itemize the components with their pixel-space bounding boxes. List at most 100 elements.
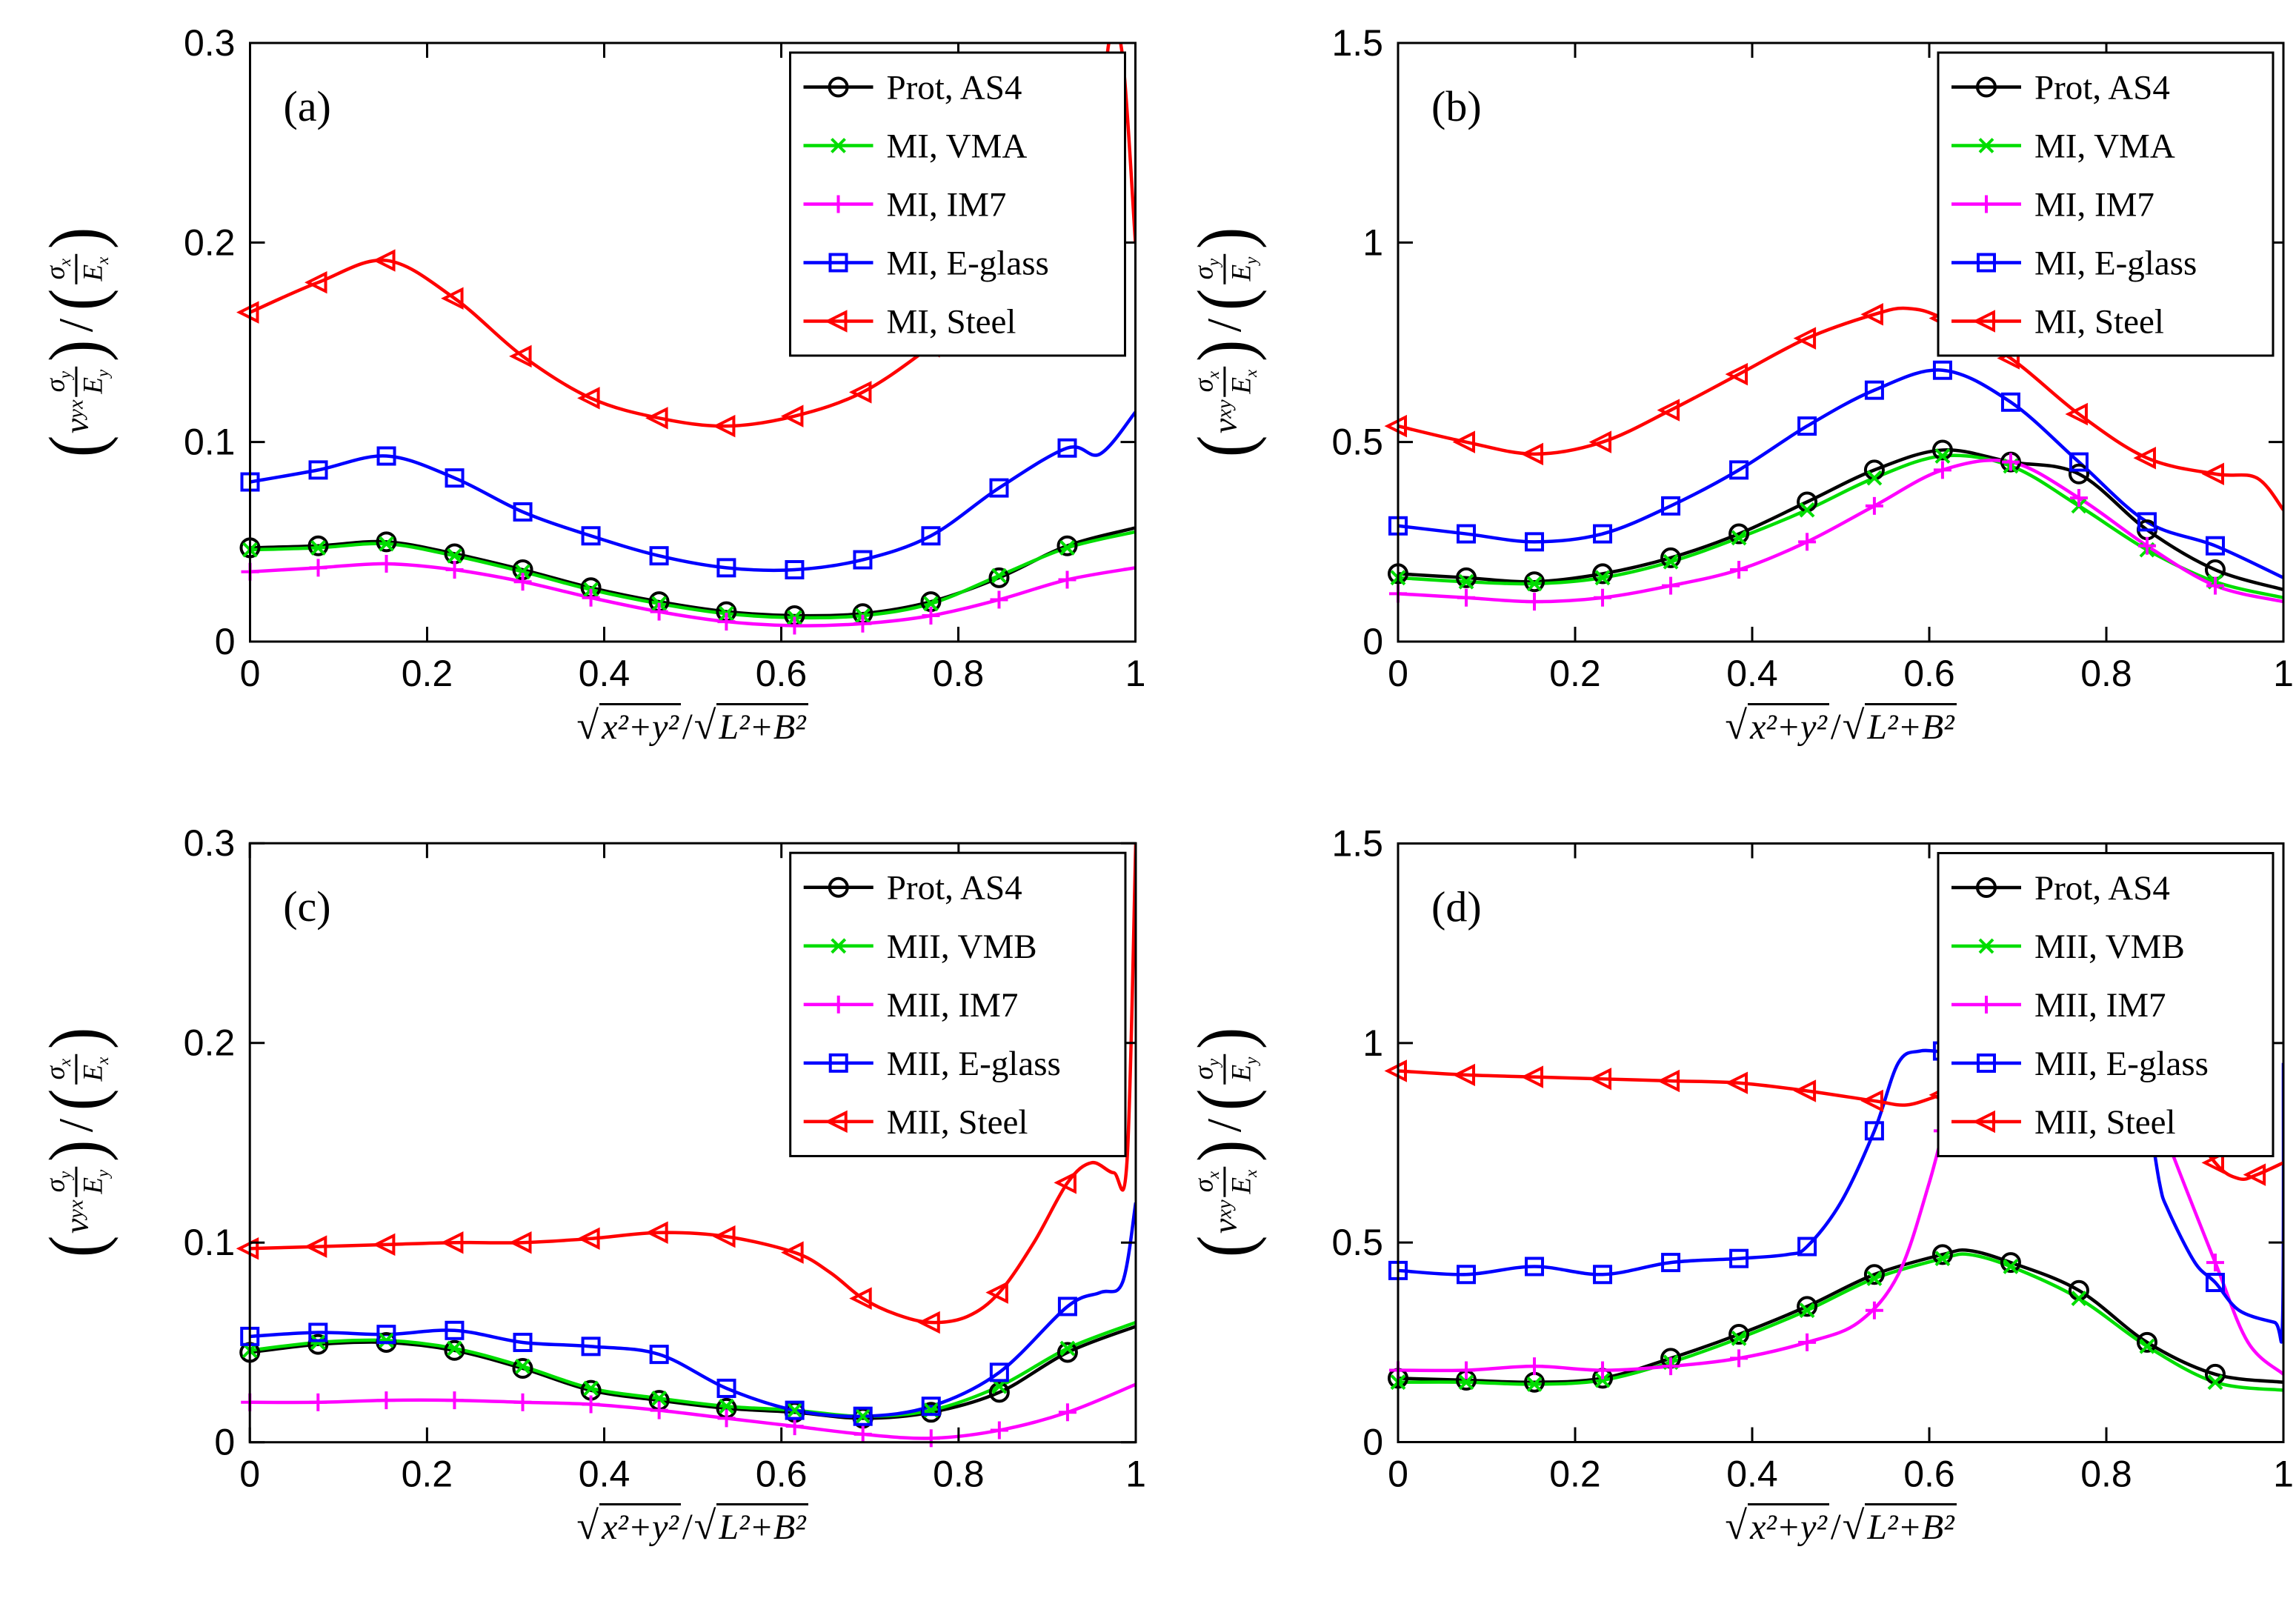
- plus-marker: [1058, 1403, 1077, 1422]
- legend: Prot, AS4 MI, VMA MI, IM7 MI, E-glass MI, St…: [789, 51, 1126, 357]
- square-marker: [308, 1322, 328, 1342]
- legend-entry-label: MII, IM7: [2034, 986, 2166, 1025]
- plus-marker: [1730, 1349, 1748, 1368]
- tri-left-marker: [1793, 1079, 1817, 1102]
- plus-marker: [1525, 593, 1544, 611]
- x-tick-label: 0.8: [2080, 1454, 2132, 1495]
- x-marker: [855, 1408, 871, 1425]
- circle-marker: [1931, 1244, 1953, 1265]
- y-tick-label: 0: [1362, 1422, 1383, 1463]
- square-marker: [921, 1397, 941, 1417]
- legend-entry-label: MII, VMB: [2034, 928, 2185, 966]
- square-marker: [1057, 1297, 1077, 1317]
- x-marker: [1594, 570, 1611, 586]
- series-line: [1398, 459, 2283, 604]
- circle-marker: [1976, 76, 1997, 98]
- circle-marker: [1057, 1342, 1078, 1363]
- square-marker: [828, 253, 848, 273]
- x-tick-label: 0.2: [402, 653, 453, 694]
- x-tick-label: 0.8: [933, 1454, 985, 1495]
- x-marker: [1526, 576, 1543, 592]
- plus-marker: [990, 590, 1008, 609]
- legend-entry-label: MII, E-glass: [887, 1045, 1061, 1083]
- tri-left-marker: [712, 414, 736, 438]
- x-tick-label: 1: [1125, 653, 1146, 694]
- x-tick-label: 0.2: [402, 1454, 453, 1495]
- x-marker: [2003, 1259, 2019, 1274]
- x-marker: [1934, 1251, 1951, 1267]
- y-tick-label: 0: [1362, 621, 1383, 662]
- square-marker: [716, 1378, 736, 1398]
- plus-marker: [717, 1409, 736, 1428]
- x-tick-label: 1: [2273, 653, 2294, 694]
- plus-marker: [2069, 489, 2088, 507]
- plus-marker: [1977, 996, 1995, 1013]
- square-marker: [1457, 524, 1477, 544]
- tri-left-marker: [1793, 327, 1817, 350]
- square-marker: [2137, 512, 2157, 532]
- y-axis-label: (ν yx σy Ey) /(σx Ex): [33, 227, 119, 458]
- tri-left-marker: [849, 1287, 872, 1310]
- x-marker: [378, 1332, 394, 1348]
- circle-marker: [2000, 1252, 2021, 1274]
- x-axis-label: √x²+y²/√L²+B²: [250, 1502, 1135, 1548]
- plus-marker: [1662, 576, 1680, 595]
- tri-left-marker: [825, 1110, 848, 1134]
- x-marker: [991, 567, 1007, 584]
- square-marker: [1932, 360, 1952, 380]
- tri-left-marker: [781, 1241, 804, 1264]
- x-marker: [1934, 448, 1951, 464]
- square-marker: [308, 460, 328, 480]
- plus-marker: [513, 573, 532, 591]
- square-marker: [581, 526, 601, 546]
- plus-marker: [1594, 588, 1612, 607]
- plus-marker: [1594, 1361, 1612, 1379]
- plus-marker: [1058, 570, 1077, 589]
- legend-entry-label: MII, IM7: [887, 986, 1019, 1025]
- tri-left-marker: [1657, 399, 1680, 422]
- tri-left-marker: [304, 1235, 327, 1258]
- square-marker: [1729, 1248, 1749, 1268]
- square-marker: [1661, 496, 1681, 516]
- panel-label: (d): [1431, 883, 1482, 931]
- x-marker: [1731, 1331, 1747, 1346]
- square-marker: [581, 1337, 601, 1357]
- square-marker: [1864, 380, 1884, 400]
- tri-left-marker: [825, 310, 848, 333]
- plus-marker: [2001, 453, 2020, 471]
- tri-left-marker: [1860, 1089, 1883, 1113]
- tri-left-marker: [1452, 430, 1476, 453]
- x-tick-label: 0: [239, 1454, 260, 1495]
- series-line: [250, 410, 1136, 573]
- y-tick-label: 0.1: [184, 422, 236, 463]
- y-tick-label: 0: [214, 1422, 235, 1463]
- legend-entry-label: MI, VMA: [2034, 127, 2175, 166]
- plus-marker: [377, 554, 396, 573]
- tri-left-marker: [2201, 1151, 2224, 1174]
- square-marker: [1525, 1256, 1545, 1277]
- plus-marker: [1798, 533, 1817, 551]
- square-marker: [828, 1053, 848, 1073]
- plus-marker: [582, 1395, 600, 1414]
- square-marker: [445, 1320, 465, 1340]
- circle-marker: [1797, 1296, 1818, 1317]
- tri-left-marker: [917, 1311, 940, 1334]
- series-line: [1398, 448, 2283, 592]
- x-tick-label: 1: [1125, 1454, 1146, 1495]
- legend-entry-label: MII, Steel: [2034, 1103, 2176, 1142]
- plus-marker: [377, 1391, 396, 1410]
- x-marker: [447, 547, 462, 564]
- legend: Prot, AS4 MII, VMB MII, IM7 MII, E-glass MII…: [789, 851, 1127, 1157]
- plot-area: [1398, 306, 2283, 604]
- plus-marker: [1865, 1301, 1883, 1319]
- tri-left-marker: [236, 301, 259, 324]
- tri-left-marker: [848, 381, 872, 404]
- tri-left-marker: [645, 1221, 668, 1244]
- square-marker: [649, 546, 669, 566]
- tri-left-marker: [1972, 1110, 1995, 1134]
- tri-left-marker: [1588, 430, 1612, 453]
- plus-marker: [445, 1391, 464, 1410]
- tri-left-marker: [2201, 462, 2224, 485]
- tri-left-marker: [713, 1225, 736, 1248]
